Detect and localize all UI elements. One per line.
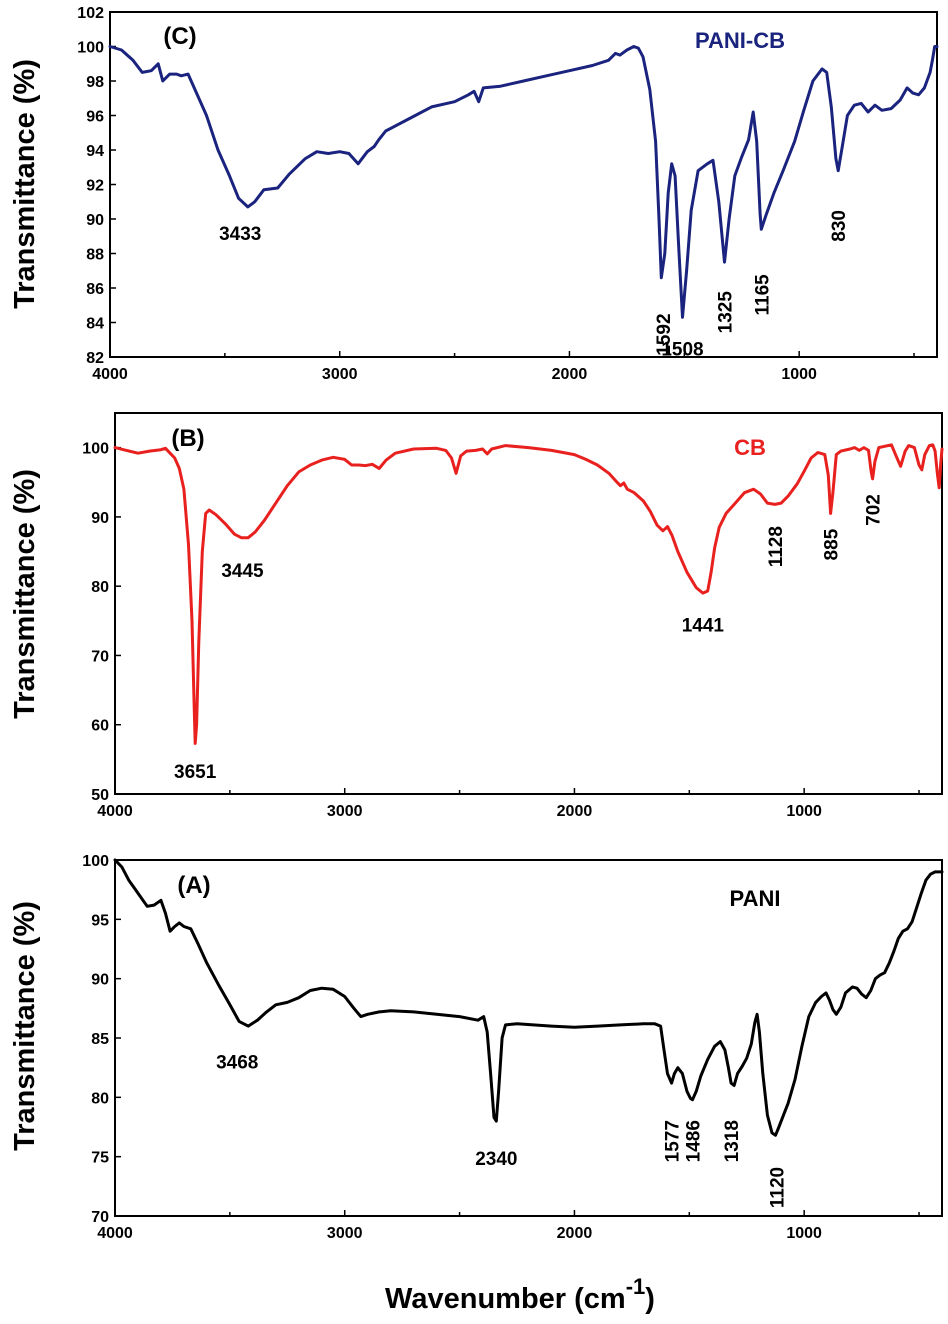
panel-c-pani-cb: 4000 3000 2000 1000 82 84 86 88 90 92 94 96 98 100 102… [9,5,939,383]
series-label: PANI-CB [695,28,785,53]
x-tick-label: 1000 [786,803,822,820]
plot-frame [114,859,943,1217]
peak-label: 3445 [221,561,264,582]
y-tick-label: 95 [91,912,109,929]
plot-frame [114,412,943,795]
panel-label: (A) [177,872,210,899]
peak-label: 1128 [766,526,787,567]
y-tick-label: 50 [91,787,109,804]
x-tick-label: 3000 [327,1225,363,1242]
y-axis-title: Transmittance (%) [9,901,41,1151]
y-tick-label: 90 [86,212,104,229]
y-tick-label: 102 [77,5,104,22]
peak-label: 1120 [768,1167,789,1208]
y-tick-label: 86 [86,281,104,298]
y-tick-label: 92 [86,178,104,195]
peak-label: 702 [864,494,885,526]
peak-label: 1165 [752,274,773,316]
x-axis-title-superscript: -1 [626,1274,646,1299]
peak-label: 1325 [716,291,737,334]
x-axis-title: Wavenumber (cm-1) [385,1274,655,1315]
y-tick-label: 100 [82,853,109,870]
peak-label: 3468 [216,1053,258,1074]
x-tick-label: 1000 [786,1225,822,1242]
y-tick-label: 70 [91,648,109,665]
x-axis-title-text: Wavenumber (cm [385,1283,626,1315]
y-tick-label: 84 [86,316,104,333]
y-tick-label: 100 [77,40,104,57]
peak-label: 1577 [663,1120,684,1162]
x-tick-label: 2000 [552,366,588,383]
panel-a-pani: 4000 3000 2000 1000 70 75 80 85 90 95 100 Transmitt… [9,853,944,1242]
x-tick-label: 4000 [97,1225,133,1242]
y-tick-label: 80 [91,1090,109,1107]
peak-label: 830 [829,210,850,242]
peak-label: 1508 [661,339,703,360]
y-tick-label: 60 [91,718,109,735]
spectrum-line-pani-cb [108,45,939,319]
y-tick-label: 82 [86,350,104,367]
series-label: CB [734,435,766,460]
peak-label: 1441 [682,615,725,636]
y-tick-label: 88 [86,247,104,264]
x-tick-label: 3000 [322,366,358,383]
y-axis-title: Transmittance (%) [9,469,41,719]
peak-label: 3651 [174,762,217,783]
panel-label: (B) [171,425,204,452]
panel-label: (C) [163,23,196,50]
peak-label: 1318 [722,1120,743,1162]
x-tick-label: 2000 [557,1225,593,1242]
y-tick-label: 94 [86,143,104,160]
x-tick-label: 2000 [557,803,593,820]
spectrum-line-cb [113,443,944,745]
y-tick-label: 90 [91,510,109,527]
x-tick-label: 4000 [92,366,128,383]
y-tick-label: 98 [86,74,104,91]
peak-label: 3433 [219,224,261,245]
panel-b-cb: 4000 3000 2000 1000 50 60 70 80 90 100 Transmittan… [9,412,944,820]
y-tick-label: 80 [91,579,109,596]
y-tick-label: 75 [91,1150,109,1167]
series-label: PANI [730,886,781,911]
peak-label: 1486 [684,1120,705,1162]
y-tick-label: 85 [91,1031,109,1048]
x-tick-label: 4000 [97,803,133,820]
y-tick-label: 100 [82,441,109,458]
x-tick-label: 1000 [781,366,817,383]
x-tick-label: 3000 [327,803,363,820]
x-axis-title-close: ) [645,1283,655,1315]
spectrum-line-pani [113,858,944,1137]
y-tick-label: 90 [91,972,109,989]
peak-label: 1592 [654,313,675,355]
peak-label: 885 [822,528,843,560]
peak-label: 2340 [475,1149,517,1170]
y-axis-title: Transmittance (%) [9,59,41,309]
y-tick-label: 70 [91,1209,109,1226]
y-tick-label: 96 [86,109,104,126]
